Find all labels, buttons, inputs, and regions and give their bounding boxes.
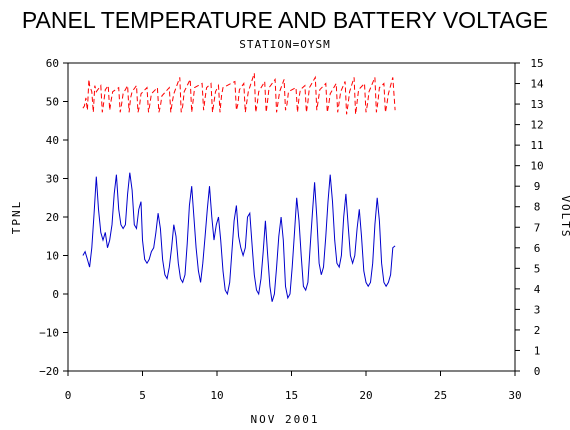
series-line-tpnl [82, 172, 396, 302]
x-tick-label: 20 [359, 389, 372, 402]
series-line-volts [82, 73, 396, 115]
y2-tick-label: 6 [534, 242, 541, 255]
x-axis-label: NOV 2001 [251, 413, 320, 426]
y-tick-label: 0 [52, 288, 59, 301]
y2-tick-label: 14 [530, 78, 544, 91]
x-tick-label: 25 [434, 389, 447, 402]
y-tick-label: 40 [46, 134, 59, 147]
x-tick-label: 5 [139, 389, 146, 402]
y2-tick-label: 7 [534, 221, 541, 234]
y-tick-label: 30 [46, 173, 59, 186]
y-tick-label: 10 [46, 250, 59, 263]
y2-tick-label: 11 [530, 139, 543, 152]
x-tick-label: 0 [65, 389, 72, 402]
x-tick-label: 30 [508, 389, 521, 402]
y-tick-label: −10 [39, 327, 59, 340]
y2-tick-label: 10 [530, 160, 543, 173]
y2-tick-label: 13 [530, 98, 543, 111]
y2-tick-label: 5 [534, 262, 541, 275]
y-tick-label: −20 [39, 365, 59, 378]
y2-tick-label: 4 [534, 283, 541, 296]
plot-frame [67, 62, 516, 372]
chart-title: PANEL TEMPERATURE AND BATTERY VOLTAGE [22, 7, 548, 33]
y2-tick-label: 15 [530, 57, 543, 70]
y-tick-label: 60 [46, 57, 59, 70]
y2-tick-label: 9 [534, 180, 541, 193]
y-axis-label: TPNL [10, 200, 23, 235]
y2-tick-label: 12 [530, 119, 543, 132]
y2-axis-label: VOLTS [559, 195, 570, 238]
x-axis: 0 5 10 15 20 25 30 [65, 371, 522, 402]
x-tick-label: 10 [210, 389, 223, 402]
chart-subtitle: STATION=OYSM [239, 38, 330, 51]
y2-tick-label: 3 [534, 303, 541, 316]
y2-tick-label: 8 [534, 201, 541, 214]
y-axis-left: −20 −10 0 10 20 30 40 50 60 [39, 57, 68, 378]
y2-tick-label: 0 [534, 365, 541, 378]
y2-tick-label: 1 [534, 344, 541, 357]
y-tick-label: 50 [46, 96, 59, 109]
x-tick-label: 15 [285, 389, 298, 402]
y2-tick-label: 2 [534, 324, 541, 337]
y-tick-label: 20 [46, 211, 59, 224]
